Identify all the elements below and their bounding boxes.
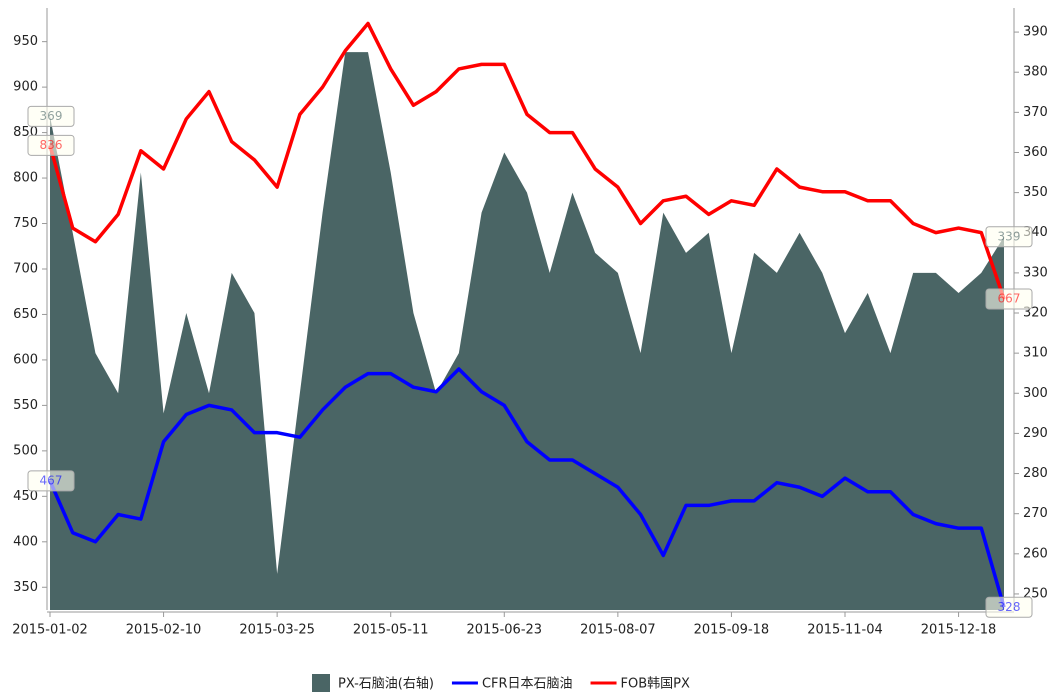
y2-tick-label: 270 bbox=[1023, 506, 1048, 521]
value-label: 328 bbox=[998, 600, 1021, 614]
y-tick-label: 950 bbox=[13, 34, 38, 49]
legend-swatch bbox=[312, 674, 330, 692]
value-label: 339 bbox=[998, 229, 1021, 243]
legend-label: PX-石脑油(右轴) bbox=[338, 677, 434, 692]
y-tick-label: 650 bbox=[13, 307, 38, 322]
y2-tick-label: 280 bbox=[1023, 466, 1048, 481]
y-tick-label: 700 bbox=[13, 261, 38, 276]
value-label: 369 bbox=[40, 109, 63, 123]
y-tick-label: 400 bbox=[13, 534, 38, 549]
value-box bbox=[27, 470, 75, 492]
value-label: 467 bbox=[40, 473, 63, 487]
x-tick-label: 2015-05-11 bbox=[353, 623, 429, 638]
x-tick-label: 2015-03-25 bbox=[239, 623, 315, 638]
value-box bbox=[27, 105, 75, 127]
value-box bbox=[985, 288, 1033, 310]
y2-tick-label: 360 bbox=[1023, 145, 1048, 160]
x-tick-label: 2015-06-23 bbox=[467, 623, 543, 638]
y-tick-label: 500 bbox=[13, 443, 38, 458]
line-series bbox=[48, 367, 1006, 608]
y-tick-label: 600 bbox=[13, 352, 38, 367]
y2-tick-label: 350 bbox=[1023, 185, 1048, 200]
line-series bbox=[48, 21, 1006, 300]
y2-tick-label: 310 bbox=[1023, 346, 1048, 361]
x-tick-label: 2015-09-18 bbox=[694, 623, 770, 638]
area-series bbox=[50, 52, 1004, 610]
y2-tick-label: 380 bbox=[1023, 65, 1048, 80]
y-tick-label: 750 bbox=[13, 216, 38, 231]
y-tick-label: 550 bbox=[13, 398, 38, 413]
value-box bbox=[985, 596, 1033, 618]
value-box bbox=[27, 134, 75, 156]
legend-label: FOB韩国PX bbox=[621, 677, 690, 692]
x-tick-label: 2015-08-07 bbox=[580, 623, 656, 638]
y-tick-label: 450 bbox=[13, 489, 38, 504]
value-label: 836 bbox=[40, 138, 63, 152]
x-tick-label: 2015-11-04 bbox=[807, 623, 883, 638]
y-tick-label: 800 bbox=[13, 171, 38, 186]
y2-tick-label: 370 bbox=[1023, 105, 1048, 120]
y2-tick-label: 290 bbox=[1023, 426, 1048, 441]
x-tick-label: 2015-02-10 bbox=[126, 623, 202, 638]
legend-label: CFR日本石脑油 bbox=[482, 677, 573, 692]
y2-tick-label: 390 bbox=[1023, 25, 1048, 40]
x-tick-label: 2015-12-18 bbox=[921, 623, 997, 638]
x-tick-label: 2015-01-02 bbox=[12, 623, 88, 638]
y-tick-label: 900 bbox=[13, 80, 38, 95]
y2-tick-label: 300 bbox=[1023, 386, 1048, 401]
y2-tick-label: 260 bbox=[1023, 546, 1048, 561]
value-label: 667 bbox=[998, 291, 1021, 305]
y-tick-label: 350 bbox=[13, 580, 38, 595]
y2-tick-label: 330 bbox=[1023, 265, 1048, 280]
value-box bbox=[985, 226, 1033, 248]
